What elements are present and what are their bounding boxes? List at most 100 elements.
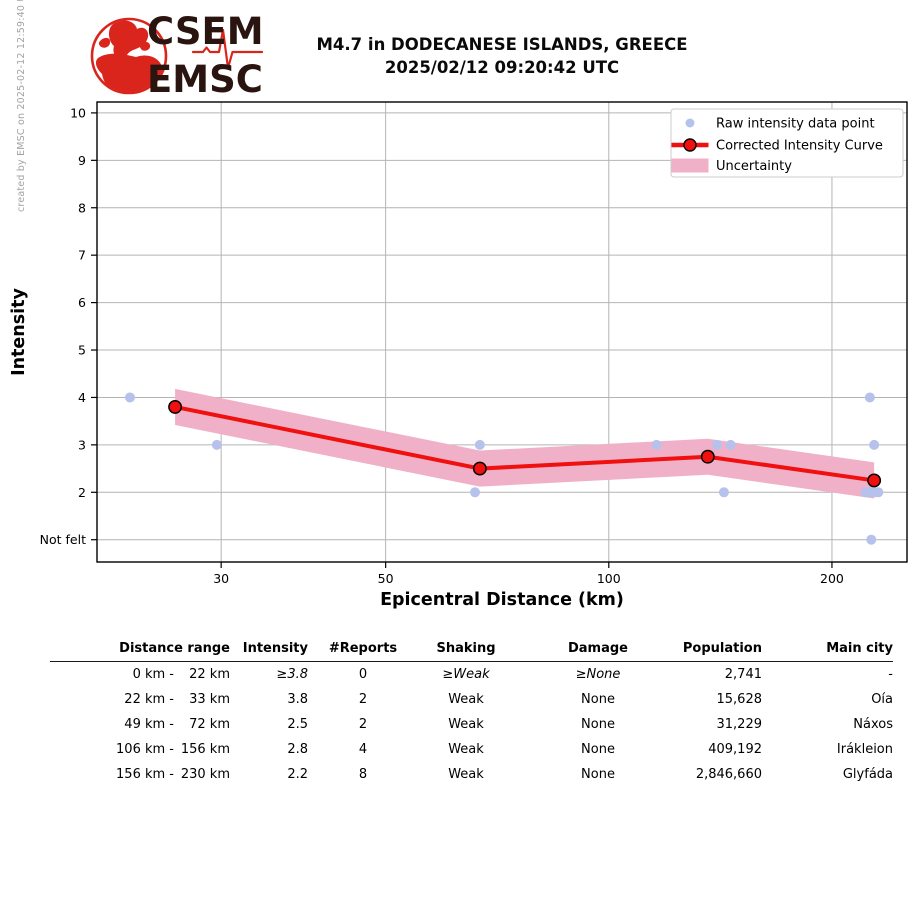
impact-table-wrap: Distance range Intensity #Reports Shakin… xyxy=(50,641,893,787)
distance-to: 22 km xyxy=(189,667,230,682)
legend-band-icon xyxy=(671,158,709,173)
y-tick-label: 6 xyxy=(78,295,86,310)
cell-distance-range: 106 km - 156 km xyxy=(50,737,230,762)
cell-shaking: Weak xyxy=(448,742,484,757)
x-tick-label: 200 xyxy=(820,571,844,586)
distance-from: 106 km - xyxy=(116,742,174,757)
legend-curve-marker-icon xyxy=(683,138,697,152)
table-row: 156 km - 230 km 2.2 8 Weak None 2,846,660… xyxy=(50,762,893,787)
raw-intensity-point xyxy=(869,439,880,450)
curve-marker xyxy=(700,449,715,464)
distance-to: 72 km xyxy=(189,717,230,732)
logo-continents xyxy=(95,20,163,92)
y-tick-label: 2 xyxy=(78,485,86,500)
header-main-city: Main city xyxy=(762,641,893,662)
cell-distance-range: 156 km - 230 km xyxy=(50,762,230,787)
cell-damage: None xyxy=(581,692,615,707)
distance-from: 0 km - xyxy=(132,667,174,682)
x-tick-label: 50 xyxy=(378,571,394,586)
cell-intensity: 2.8 xyxy=(287,742,308,757)
cell-shaking: Weak xyxy=(448,692,484,707)
corrected-intensity-curve xyxy=(173,404,877,483)
impact-summary-table: Distance range Intensity #Reports Shakin… xyxy=(50,641,893,787)
cell-damage: ≥None xyxy=(575,667,621,682)
header-damage: Damage xyxy=(514,641,682,662)
distance-from: 49 km - xyxy=(124,717,174,732)
y-tick-label: 5 xyxy=(78,343,86,358)
raw-intensity-point xyxy=(866,534,877,545)
raw-intensity-point xyxy=(124,392,135,403)
logo-emsc-text: EMSC xyxy=(147,58,263,101)
title-line1: M4.7 in DODECANESE ISLANDS, GREECE xyxy=(316,35,688,54)
cell-intensity: 3.8 xyxy=(287,692,308,707)
header-distance-range: Distance range xyxy=(50,641,230,662)
cell-population: 31,229 xyxy=(716,717,763,732)
raw-intensity-point xyxy=(211,439,222,450)
cell-distance-range: 22 km - 33 km xyxy=(50,687,230,712)
raw-intensity-point xyxy=(474,439,485,450)
cell-damage: None xyxy=(581,717,615,732)
header-intensity: Intensity xyxy=(230,641,308,662)
legend-label: Uncertainty xyxy=(716,159,792,174)
emsc-logo: CSEM EMSC xyxy=(90,10,264,101)
raw-intensity-point xyxy=(651,439,662,450)
logo-seismogram-icon xyxy=(191,28,264,70)
x-tick-label: 30 xyxy=(213,571,229,586)
y-tick-label: 3 xyxy=(78,437,86,452)
table-row: 106 km - 156 km 2.8 4 Weak None 409,192 I… xyxy=(50,737,893,762)
y-tick-label: Not felt xyxy=(40,532,86,547)
y-tick-label: 7 xyxy=(78,248,86,263)
cell-shaking: Weak xyxy=(448,767,484,782)
distance-to: 230 km xyxy=(180,767,230,782)
cell-intensity: 2.2 xyxy=(287,767,308,782)
distance-from: 156 km - xyxy=(116,767,174,782)
legend-label: Raw intensity data point xyxy=(716,117,875,132)
y-tick-label: 4 xyxy=(78,390,86,405)
cell-population: 2,846,660 xyxy=(695,767,762,782)
raw-intensity-point xyxy=(725,439,736,450)
header-population: Population xyxy=(682,641,762,662)
x-axis-label: Epicentral Distance (km) xyxy=(380,590,624,610)
cell-population: 409,192 xyxy=(708,742,762,757)
curve-marker xyxy=(168,399,183,414)
header-reports: #Reports xyxy=(308,641,418,662)
cell-main-city: Oía xyxy=(871,692,893,707)
cell-main-city: Glyfáda xyxy=(842,767,893,782)
cell-shaking: Weak xyxy=(448,717,484,732)
cell-reports: 0 xyxy=(358,667,368,682)
cell-main-city: Náxos xyxy=(853,717,893,732)
raw-intensity-point xyxy=(718,487,729,498)
raw-intensity-point xyxy=(470,487,481,498)
cell-reports: 4 xyxy=(358,742,368,757)
uncertainty-band xyxy=(175,388,875,499)
cell-intensity: 2.5 xyxy=(287,717,308,732)
chart-title: M4.7 in DODECANESE ISLANDS, GREECE 2025/… xyxy=(97,33,907,79)
raw-intensity-point xyxy=(864,392,875,403)
cell-main-city: - xyxy=(888,667,893,682)
legend-label: Corrected Intensity Curve xyxy=(716,139,883,154)
raw-intensity-point xyxy=(712,439,723,450)
curve-marker xyxy=(472,461,487,476)
title-line2: 2025/02/12 09:20:42 UTC xyxy=(384,58,620,77)
cell-intensity: ≥3.8 xyxy=(276,667,308,682)
curve-marker xyxy=(867,473,882,488)
cell-population: 15,628 xyxy=(716,692,763,707)
cell-main-city: Irákleion xyxy=(836,742,893,757)
header-shaking: Shaking xyxy=(418,641,514,662)
table-row: 0 km - 22 km ≥3.8 0 ≥Weak ≥None 2,741 - xyxy=(50,662,893,688)
cell-reports: 8 xyxy=(358,767,368,782)
cell-damage: None xyxy=(581,767,615,782)
table-header-row: Distance range Intensity #Reports Shakin… xyxy=(50,641,893,662)
distance-from: 22 km - xyxy=(124,692,174,707)
cell-reports: 2 xyxy=(358,717,368,732)
legend-box xyxy=(670,108,904,178)
distance-to: 156 km xyxy=(180,742,230,757)
y-axis-label: Intensity xyxy=(9,287,29,375)
cell-damage: None xyxy=(581,742,615,757)
cell-distance-range: 0 km - 22 km xyxy=(50,662,230,688)
table-row: 22 km - 33 km 3.8 2 Weak None 15,628 Oía xyxy=(50,687,893,712)
cell-shaking: ≥Weak xyxy=(442,667,490,682)
intensity-distance-chart: 30 50 100 200 Not felt 2 3 4 5 6 7 8 9 10 Epicentral D… xyxy=(9,101,908,610)
y-tick-label: 9 xyxy=(78,153,86,168)
